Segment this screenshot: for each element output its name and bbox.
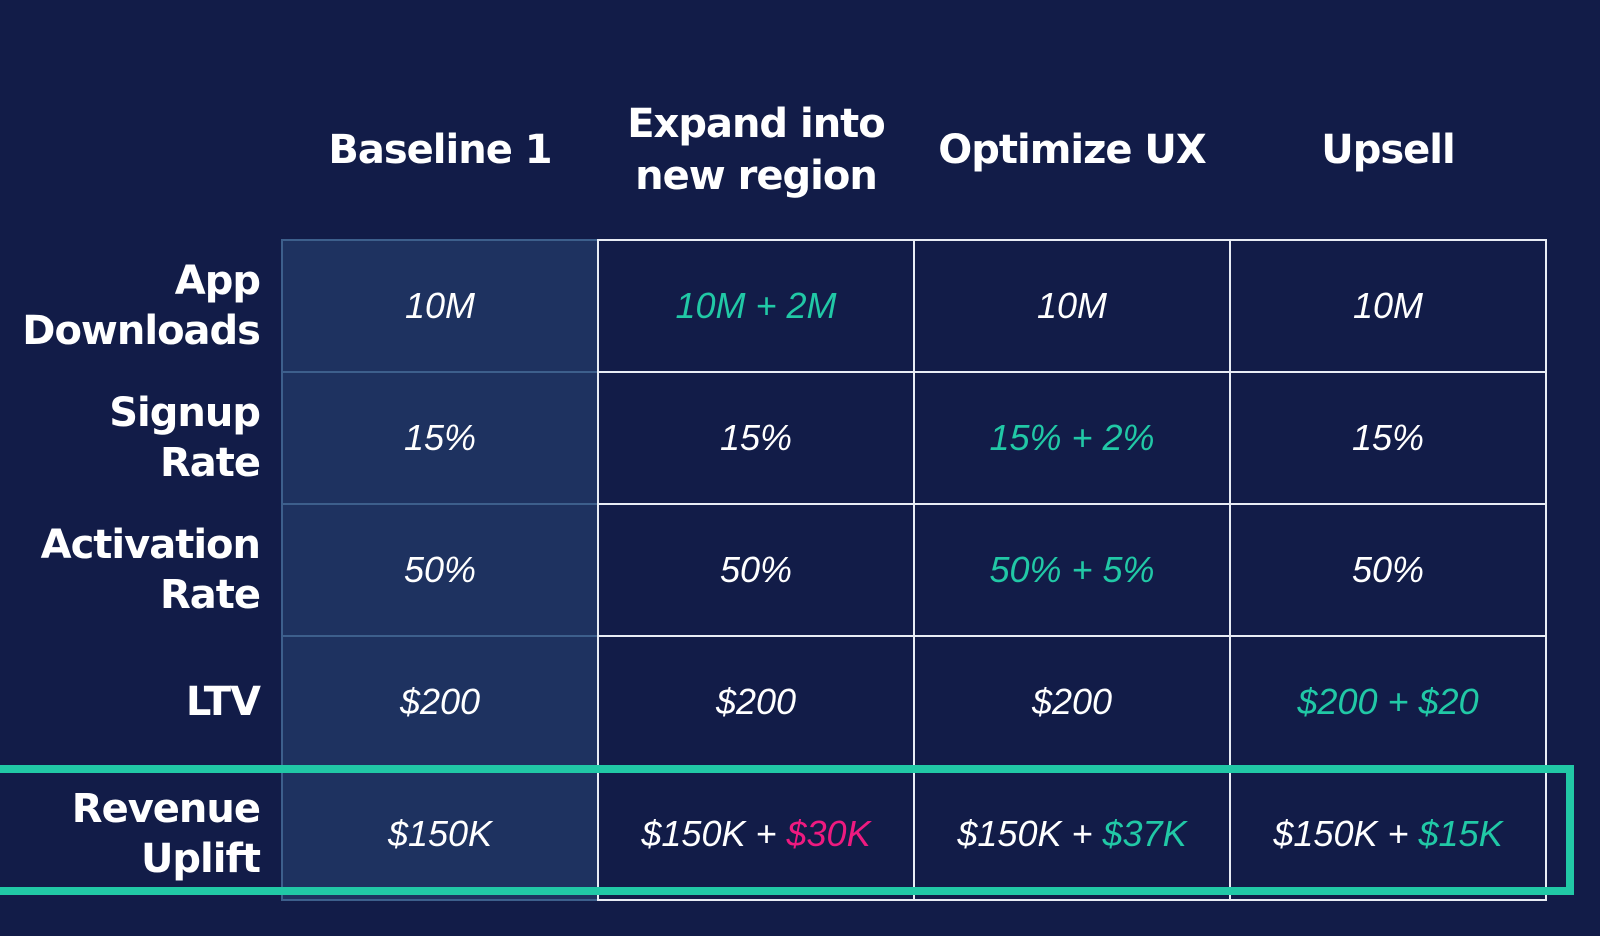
cell-segment: $15K [1418,813,1503,854]
table-cell-signup-rate-optimize-ux: 15% + 2% [913,371,1231,505]
cell-segment: $150K [387,813,493,854]
table-cell-activation-rate-baseline-1: 50% [281,503,599,637]
table-cell-app-downloads-expand-into-new-region: 10M + 2M [597,239,915,373]
row-header-ltv: LTV [185,679,261,725]
column-header-expand-into-new-region: Expand into new region [627,101,886,199]
table-cell-activation-rate-upsell: 50% [1229,503,1547,637]
table-cell-signup-rate-baseline-1: 15% [281,371,599,505]
table-cell-ltv-upsell: $200 + $20 [1229,635,1547,769]
cell-segment: $150K + [1273,813,1419,854]
table-cell-ltv-expand-into-new-region: $200 [597,635,915,769]
row-header-app-downloads: App Downloads [22,258,261,354]
column-header-optimize-ux: Optimize UX [938,127,1207,173]
comparison-table: 10M 10M + 2M 10M 10M 15% 15% 15% + 2% 15% 50% 50%… [281,239,1547,901]
table-cell-revenue-uplift-baseline-1: $150K [281,767,599,901]
table-cell-signup-rate-expand-into-new-region: 15% [597,371,915,505]
column-header-upsell: Upsell [1321,127,1455,173]
table-cell-activation-rate-expand-into-new-region: 50% [597,503,915,637]
table-cell-revenue-uplift-expand-into-new-region: $150K + $30K [597,767,915,901]
cell-segment: $150K + [641,813,787,854]
table-cell-revenue-uplift-optimize-ux: $150K + $37K [913,767,1231,901]
cell-segment: $30K [786,813,871,854]
cell-segment: $150K + [957,813,1103,854]
cell-segment: $37K [1102,813,1187,854]
table-cell-revenue-uplift-upsell: $150K + $15K [1229,767,1547,901]
row-header-activation-rate: Activation Rate [40,522,261,618]
table-cell-signup-rate-upsell: 15% [1229,371,1547,505]
table-cell-activation-rate-optimize-ux: 50% + 5% [913,503,1231,637]
table-cell-app-downloads-upsell: 10M [1229,239,1547,373]
table-cell-app-downloads-optimize-ux: 10M [913,239,1231,373]
column-header-baseline-1: Baseline 1 [328,127,552,173]
row-header-signup-rate: Signup Rate [109,390,261,486]
table-cell-app-downloads-baseline-1: 10M [281,239,599,373]
table-cell-ltv-optimize-ux: $200 [913,635,1231,769]
table-cell-ltv-baseline-1: $200 [281,635,599,769]
row-header-revenue-uplift: Revenue Uplift [71,786,261,882]
